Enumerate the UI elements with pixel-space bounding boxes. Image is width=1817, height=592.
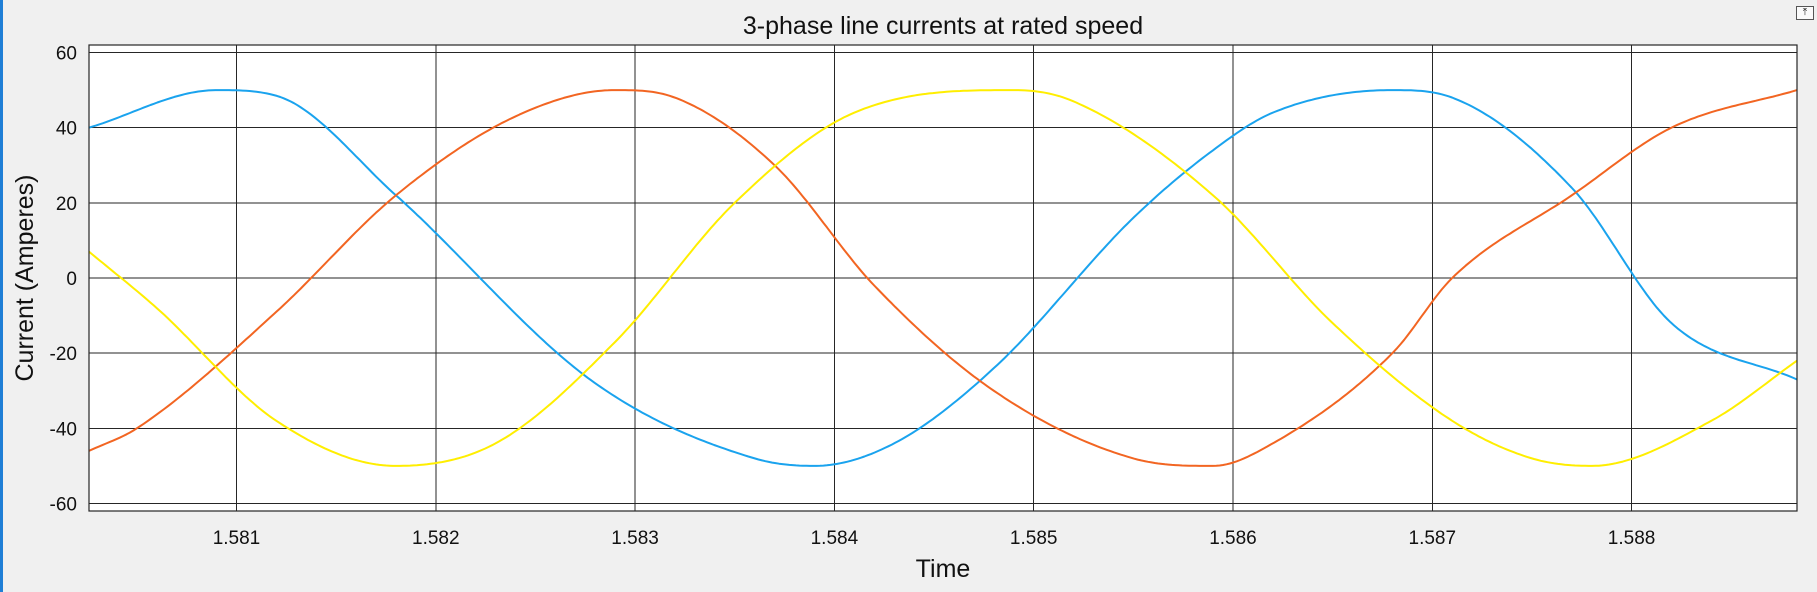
x-tick-label: 1.586 (1209, 528, 1257, 549)
y-gridlines (89, 52, 1797, 504)
x-tick-label: 1.584 (811, 528, 859, 549)
x-tick-label: 1.582 (412, 528, 460, 549)
x-tick-label: 1.583 (611, 528, 659, 549)
x-tick-label: 1.587 (1409, 528, 1457, 549)
series-line-3 (88, 89, 1798, 467)
y-axis-label: Current (Amperes) (11, 175, 39, 382)
x-tick-label: 1.585 (1010, 528, 1058, 549)
series-group (88, 89, 1798, 467)
y-tick-label: -60 (50, 494, 77, 515)
chart-title: 3-phase line currents at rated speed (743, 12, 1143, 40)
y-tick-label: 60 (56, 44, 77, 65)
x-tick-labels: 1.581 1.582 1.583 1.584 1.585 1.586 1.587 1.588 (213, 528, 1656, 549)
line-chart: 3-phase line currents at rated speed 1.5… (11, 12, 1798, 583)
x-tick-label: 1.581 (213, 528, 261, 549)
y-tick-label: 0 (66, 269, 77, 290)
y-tick-labels: 60 40 20 0 -20 -40 -60 (50, 44, 77, 516)
plot-frame (88, 44, 1798, 512)
undock-button[interactable]: ⤒ (1796, 6, 1814, 20)
x-tick-label: 1.588 (1608, 528, 1656, 549)
y-tick-label: -40 (50, 419, 77, 440)
undock-arrow-icon: ⤒ (1802, 7, 1808, 18)
series-line-2 (88, 89, 1798, 467)
y-tick-label: 40 (56, 119, 77, 140)
y-tick-label: -20 (50, 344, 77, 365)
x-axis-label: Time (916, 555, 971, 583)
y-tick-label: 20 (56, 194, 77, 215)
series-line-1 (88, 89, 1798, 467)
